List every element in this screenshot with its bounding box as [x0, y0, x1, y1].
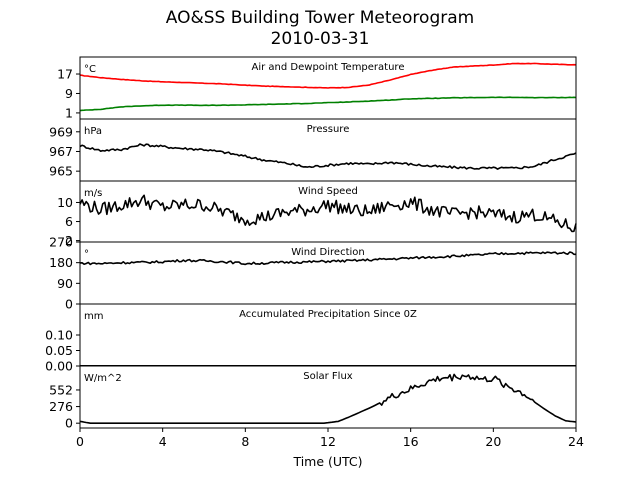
panel-title: Air and Dewpoint Temperature — [252, 62, 405, 73]
y-tick-label: 967 — [49, 144, 73, 159]
y-tick-label: 6 — [65, 214, 73, 229]
panel-stack: 1 9 17 Air and Dewpoint Temperature °C 965 967… — [45, 56, 577, 431]
series-line — [79, 62, 577, 89]
panel-4: 0 90 180 270 Wind Direction ° — [49, 235, 577, 312]
x-tick-label: 24 — [568, 434, 584, 449]
y-tick-label: 180 — [49, 255, 73, 270]
series-line — [79, 143, 577, 170]
panel-3: 2 6 10 Wind Speed m/s — [57, 180, 577, 248]
panel-title: Solar Flux — [303, 371, 353, 382]
y-tick-label: 0.05 — [45, 343, 73, 358]
x-axis-label: Time (UTC) — [292, 454, 362, 469]
x-tick-label: 20 — [485, 434, 501, 449]
series-line — [79, 194, 577, 233]
figure-title-block: AO&SS Building Tower Meteorogram 2010-03… — [0, 8, 640, 50]
y-tick-label: 2 — [65, 233, 73, 248]
x-axis: 0 4 8 12 16 20 24 — [76, 428, 584, 449]
y-tick-label: 10 — [57, 195, 73, 210]
series-line — [79, 96, 577, 112]
x-tick-label: 8 — [241, 434, 249, 449]
y-tick-label: 0.00 — [45, 359, 73, 374]
panel-unit-label: W/m^2 — [84, 373, 122, 384]
y-tick-label: 965 — [49, 164, 73, 179]
panel-5: 0.000.050.10 Accumulated Precipitation Si… — [45, 303, 577, 374]
y-tick-label: 0 — [65, 297, 73, 312]
y-tick-label: 969 — [49, 124, 73, 139]
panel-unit-label: ° — [84, 249, 89, 260]
panel-background — [80, 242, 576, 304]
y-tick-label: 90 — [57, 276, 73, 291]
panel-6: 0 276 552 Solar Flux W/m^2 — [49, 365, 577, 431]
series-line — [79, 373, 577, 425]
figure-title: AO&SS Building Tower Meteorogram — [165, 8, 475, 28]
panel-unit-label: m/s — [84, 188, 102, 199]
panel-title: Accumulated Precipitation Since 0Z — [239, 309, 417, 320]
panel-background — [80, 366, 576, 428]
y-tick-label: 0.10 — [45, 328, 73, 343]
panel-1: 1 9 17 Air and Dewpoint Temperature °C — [57, 56, 577, 120]
x-tick-label: 16 — [403, 434, 419, 449]
panel-title: Wind Direction — [291, 247, 365, 258]
panel-unit-label: °C — [84, 64, 96, 75]
y-tick-label: 0 — [65, 416, 73, 431]
x-tick-label: 12 — [320, 434, 336, 449]
panel-unit-label: hPa — [84, 126, 102, 137]
y-tick-label: 276 — [49, 399, 73, 414]
figure-date: 2010-03-31 — [270, 29, 370, 49]
series-line — [79, 251, 576, 266]
panel-title: Wind Speed — [298, 186, 358, 197]
y-tick-label: 17 — [57, 67, 73, 82]
x-tick-label: 0 — [76, 434, 84, 449]
panel-background — [80, 304, 576, 366]
y-tick-label: 552 — [49, 382, 73, 397]
y-tick-label: 9 — [65, 86, 73, 101]
x-tick-label: 4 — [159, 434, 167, 449]
y-tick-label: 270 — [49, 235, 73, 250]
panel-2: 965 967 969 Pressure hPa — [49, 118, 577, 182]
panel-unit-label: mm — [84, 311, 103, 322]
panel-background — [80, 119, 576, 181]
y-tick-label: 1 — [65, 105, 73, 120]
panel-title: Pressure — [307, 124, 350, 135]
